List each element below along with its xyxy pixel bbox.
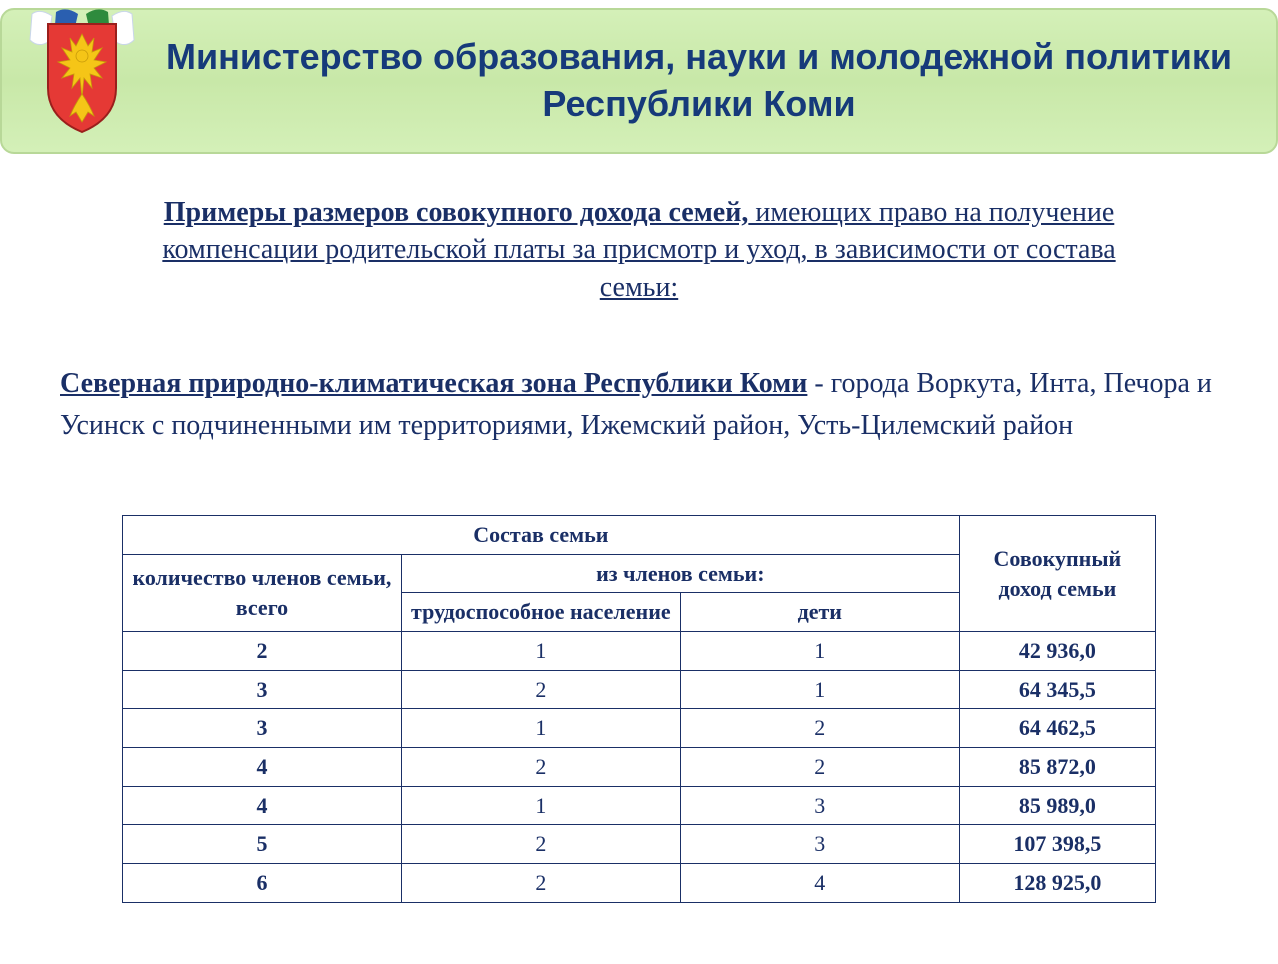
cell-children: 1 bbox=[680, 670, 959, 709]
th-family-composition: Состав семьи bbox=[123, 515, 960, 554]
th-members-total: количество членов семьи, всего bbox=[123, 554, 402, 631]
th-total-income: Совокупный доход семьи bbox=[959, 515, 1155, 631]
cell-children: 1 bbox=[680, 632, 959, 671]
cell-members-total: 2 bbox=[123, 632, 402, 671]
cell-able-bodied: 1 bbox=[401, 709, 680, 748]
cell-children: 4 bbox=[680, 864, 959, 903]
th-able-bodied: трудоспособное население bbox=[401, 593, 680, 632]
cell-children: 3 bbox=[680, 825, 959, 864]
coat-of-arms-icon bbox=[22, 6, 142, 136]
zone-name: Северная природно-климатическая зона Рес… bbox=[60, 368, 807, 399]
cell-members-total: 3 bbox=[123, 709, 402, 748]
subtitle-bold: Примеры размеров совокупного дохода семе… bbox=[164, 197, 749, 228]
cell-children: 2 bbox=[680, 709, 959, 748]
table-container: Состав семьи Совокупный доход семьи коли… bbox=[60, 515, 1218, 903]
cell-income: 85 872,0 bbox=[959, 748, 1155, 787]
table-header-row-1: Состав семьи Совокупный доход семьи bbox=[123, 515, 1156, 554]
cell-members-total: 3 bbox=[123, 670, 402, 709]
subtitle: Примеры размеров совокупного дохода семе… bbox=[129, 194, 1149, 307]
cell-able-bodied: 1 bbox=[401, 786, 680, 825]
page-title: Министерство образования, науки и молоде… bbox=[162, 34, 1236, 128]
table-row: 42285 872,0 bbox=[123, 748, 1156, 787]
table-row: 32164 345,5 bbox=[123, 670, 1156, 709]
table-row: 31264 462,5 bbox=[123, 709, 1156, 748]
cell-income: 128 925,0 bbox=[959, 864, 1155, 903]
cell-able-bodied: 1 bbox=[401, 632, 680, 671]
cell-income: 107 398,5 bbox=[959, 825, 1155, 864]
table-row: 624128 925,0 bbox=[123, 864, 1156, 903]
cell-income: 64 462,5 bbox=[959, 709, 1155, 748]
cell-able-bodied: 2 bbox=[401, 864, 680, 903]
table-body: 21142 936,032164 345,531264 462,542285 8… bbox=[123, 632, 1156, 903]
cell-able-bodied: 2 bbox=[401, 825, 680, 864]
cell-income: 64 345,5 bbox=[959, 670, 1155, 709]
th-children: дети bbox=[680, 593, 959, 632]
cell-members-total: 5 bbox=[123, 825, 402, 864]
cell-members-total: 6 bbox=[123, 864, 402, 903]
header-band: Министерство образования, науки и молоде… bbox=[0, 8, 1278, 154]
cell-able-bodied: 2 bbox=[401, 670, 680, 709]
table-row: 41385 989,0 bbox=[123, 786, 1156, 825]
cell-children: 3 bbox=[680, 786, 959, 825]
cell-income: 85 989,0 bbox=[959, 786, 1155, 825]
cell-members-total: 4 bbox=[123, 748, 402, 787]
th-of-members: из членов семьи: bbox=[401, 554, 959, 593]
cell-income: 42 936,0 bbox=[959, 632, 1155, 671]
cell-members-total: 4 bbox=[123, 786, 402, 825]
content-area: Примеры размеров совокупного дохода семе… bbox=[0, 154, 1278, 903]
cell-able-bodied: 2 bbox=[401, 748, 680, 787]
table-row: 523107 398,5 bbox=[123, 825, 1156, 864]
table-row: 21142 936,0 bbox=[123, 632, 1156, 671]
zone-paragraph: Северная природно-климатическая зона Рес… bbox=[60, 363, 1218, 447]
cell-children: 2 bbox=[680, 748, 959, 787]
income-table: Состав семьи Совокупный доход семьи коли… bbox=[122, 515, 1156, 903]
